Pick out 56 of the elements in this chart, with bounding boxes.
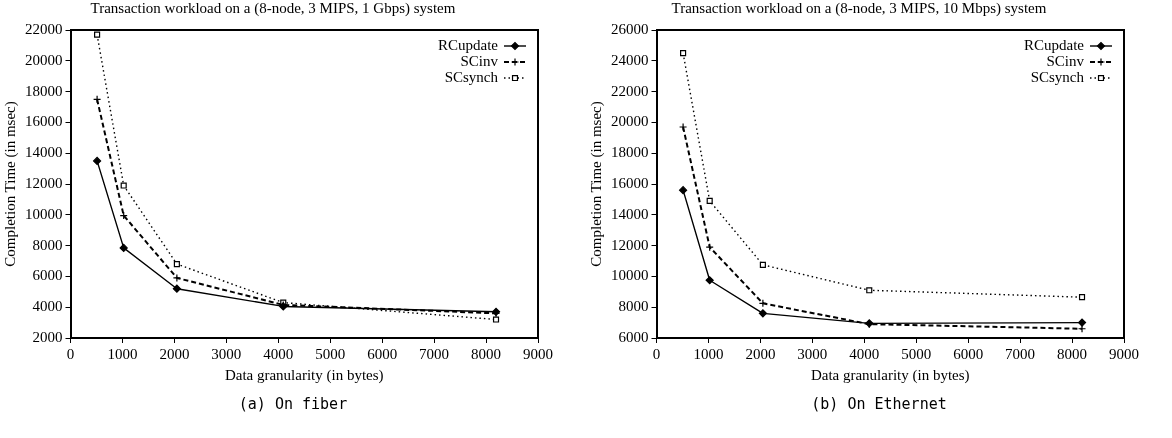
y-tick-label: 10000	[611, 267, 649, 284]
y-axis-title: Completion Time (in msec)	[587, 101, 605, 267]
x-tick-label: 6000	[367, 345, 398, 362]
y-tick-label: 22000	[25, 20, 63, 37]
x-axis-title: Data granularity (in bytes)	[810, 366, 970, 384]
x-tick-label: 9000	[1109, 345, 1139, 362]
y-tick-label: 16000	[611, 174, 649, 191]
y-tick-label: 6000	[618, 328, 649, 345]
x-tick-label: 4000	[849, 345, 880, 362]
chart-title: Transaction workload on a (8-node, 3 MIPS, 10 Mbps) system	[671, 0, 1047, 17]
y-tick-label: 18000	[25, 82, 63, 99]
y-tick-label: 22000	[611, 82, 649, 99]
y-axis-title: Completion Time (in msec)	[1, 101, 19, 267]
y-tick-label: 2000	[32, 328, 63, 345]
y-tick-label: 16000	[25, 113, 63, 130]
x-tick-label: 2000	[745, 345, 776, 362]
y-tick-label: 12000	[611, 236, 649, 253]
y-tick-label: 12000	[25, 174, 63, 191]
y-tick-label: 4000	[32, 298, 63, 315]
x-tick-label: 0	[66, 345, 75, 362]
y-tick-label: 6000	[32, 267, 63, 284]
legend-label: SCsynch	[444, 68, 499, 85]
x-tick-label: 5000	[901, 345, 932, 362]
legend-label: SCinv	[1046, 52, 1085, 69]
y-tick-label: 20000	[611, 113, 649, 130]
x-tick-label: 3000	[797, 345, 828, 362]
y-tick-label: 26000	[611, 20, 649, 37]
x-tick-label: 8000	[471, 345, 502, 362]
y-tick-label: 14000	[25, 144, 63, 161]
x-tick-label: 4000	[263, 345, 294, 362]
x-tick-label: 7000	[419, 345, 450, 362]
x-tick-label: 0	[652, 345, 661, 362]
y-tick-label: 8000	[32, 236, 63, 253]
y-tick-label: 14000	[611, 205, 649, 222]
legend-label: RCupdate	[1024, 36, 1085, 53]
x-tick-label: 1000	[107, 345, 138, 362]
x-tick-label: 8000	[1057, 345, 1088, 362]
x-tick-label: 9000	[523, 345, 553, 362]
x-tick-label: 6000	[953, 345, 984, 362]
text: (a) On fiber	[237, 395, 349, 413]
legend-label: SCsynch	[1030, 68, 1085, 85]
x-tick-label: 5000	[315, 345, 346, 362]
y-tick-label: 18000	[611, 144, 649, 161]
chart-title: Transaction workload on a (8-node, 3 MIPS, 1 Gbps) system	[90, 0, 456, 17]
y-tick-label: 8000	[618, 298, 649, 315]
x-tick-label: 2000	[159, 345, 190, 362]
y-tick-label: 24000	[611, 51, 649, 68]
y-tick-label: 10000	[25, 205, 63, 222]
x-tick-label: 3000	[211, 345, 242, 362]
x-tick-label: 7000	[1005, 345, 1036, 362]
y-tick-label: 20000	[25, 51, 63, 68]
legend-label: SCinv	[460, 52, 499, 69]
text: (b) On Ethernet	[810, 395, 948, 413]
legend-label: RCupdate	[438, 36, 499, 53]
x-tick-label: 1000	[693, 345, 724, 362]
x-axis-title: Data granularity (in bytes)	[224, 366, 384, 384]
